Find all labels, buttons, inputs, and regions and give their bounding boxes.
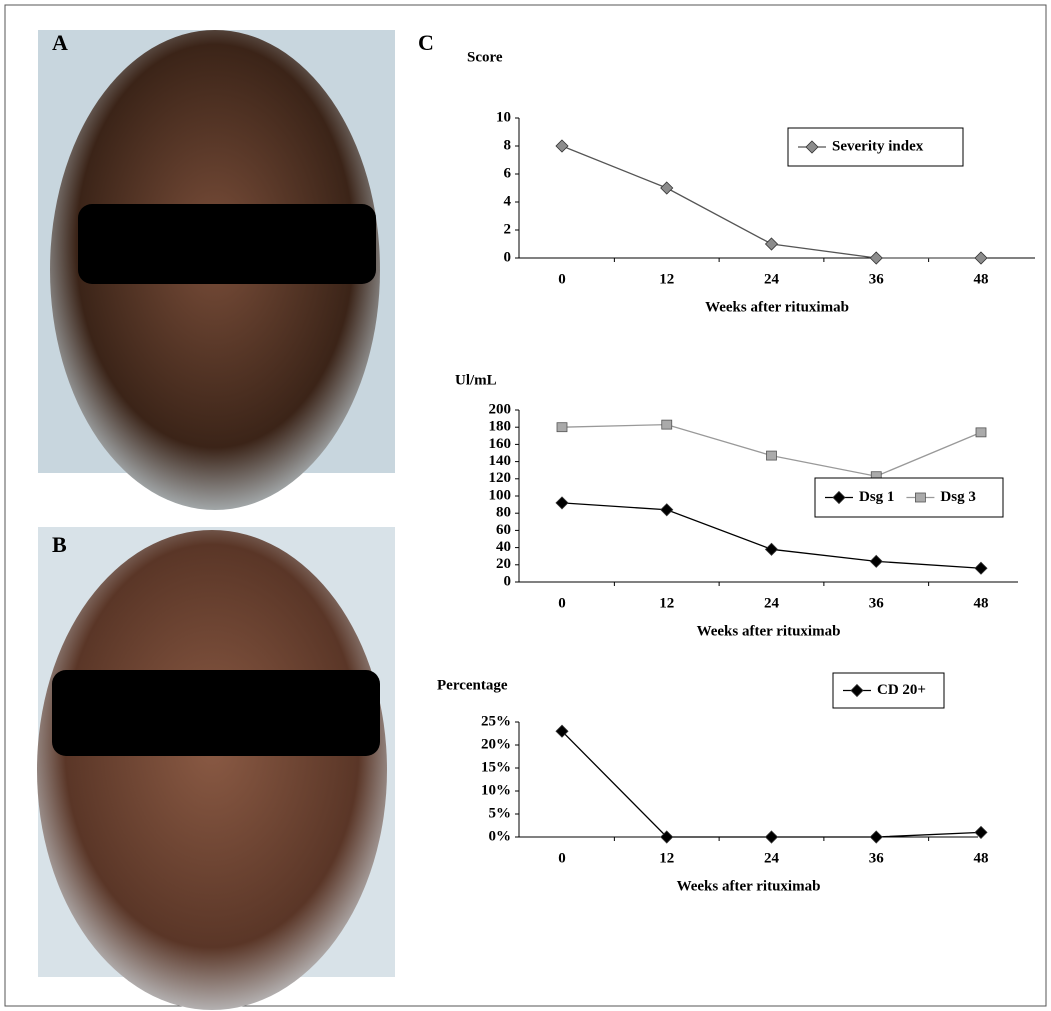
- y-tick-label: 0%: [489, 828, 512, 844]
- x-tick-label: 36: [869, 850, 885, 866]
- y-tick-label: 20: [496, 556, 511, 572]
- legend-label: Dsg 1: [859, 489, 894, 505]
- y-tick-label: 6: [504, 165, 512, 181]
- marker: [555, 496, 569, 510]
- marker: [832, 490, 846, 505]
- y-axis-label: Score: [467, 49, 503, 65]
- x-tick-label: 48: [974, 595, 989, 611]
- marker: [556, 422, 568, 433]
- legend-label: Severity index: [832, 138, 924, 154]
- legend-label: CD 20+: [877, 682, 926, 698]
- photo-a: [38, 30, 395, 510]
- legend-label: Dsg 3: [940, 489, 975, 505]
- x-tick-label: 12: [659, 271, 674, 287]
- marker: [660, 830, 674, 844]
- panel-label: A: [52, 30, 68, 55]
- marker: [869, 554, 883, 568]
- marker: [661, 419, 673, 430]
- y-tick-label: 20%: [481, 736, 511, 752]
- x-tick-label: 48: [974, 850, 989, 866]
- x-tick-label: 36: [869, 271, 885, 287]
- y-tick-label: 25%: [481, 713, 511, 729]
- y-tick-label: 5%: [489, 805, 512, 821]
- marker: [975, 427, 987, 438]
- x-tick-label: 24: [764, 850, 780, 866]
- marker: [660, 181, 674, 195]
- marker: [974, 561, 988, 575]
- y-axis-label: Percentage: [437, 677, 508, 693]
- marker: [764, 237, 779, 251]
- y-tick-label: 200: [489, 401, 512, 417]
- y-tick-label: 10%: [481, 782, 511, 798]
- x-axis-label: Weeks after rituximab: [677, 878, 821, 894]
- x-tick-label: 12: [659, 595, 674, 611]
- x-tick-label: 24: [764, 595, 780, 611]
- series-line: [561, 423, 982, 477]
- series-line: [561, 730, 982, 838]
- marker: [974, 825, 988, 839]
- y-tick-label: 60: [496, 522, 511, 538]
- marker: [555, 724, 569, 738]
- x-axis-label: Weeks after rituximab: [697, 623, 841, 639]
- y-tick-label: 0: [504, 249, 512, 265]
- x-tick-label: 0: [558, 850, 566, 866]
- marker: [764, 542, 779, 556]
- marker: [805, 140, 819, 154]
- marker: [974, 251, 988, 265]
- marker: [764, 830, 779, 844]
- marker: [660, 503, 674, 517]
- x-tick-label: 48: [974, 271, 989, 287]
- x-tick-label: 36: [869, 595, 885, 611]
- y-tick-label: 10: [496, 109, 511, 125]
- x-tick-label: 0: [558, 271, 566, 287]
- y-tick-label: 140: [489, 453, 512, 469]
- x-tick-label: 12: [659, 850, 674, 866]
- y-tick-label: 4: [504, 193, 512, 209]
- x-axis-label: Weeks after rituximab: [705, 299, 849, 315]
- panel-label: C: [418, 30, 434, 55]
- marker: [915, 492, 926, 503]
- marker: [555, 139, 569, 153]
- y-tick-label: 8: [504, 137, 512, 153]
- panel-label: B: [52, 532, 67, 557]
- y-tick-label: 160: [489, 436, 512, 452]
- y-tick-label: 0: [504, 573, 512, 589]
- marker: [766, 450, 777, 461]
- marker: [850, 683, 864, 698]
- y-tick-label: 120: [489, 470, 512, 486]
- x-tick-label: 0: [558, 595, 566, 611]
- y-axis-label: Ul/mL: [455, 372, 497, 388]
- y-tick-label: 80: [496, 505, 511, 521]
- marker: [869, 251, 883, 265]
- marker: [869, 830, 883, 844]
- figure-frame: [4, 4, 1047, 1007]
- y-tick-label: 2: [504, 221, 512, 237]
- x-tick-label: 24: [764, 271, 780, 287]
- y-tick-label: 100: [489, 487, 512, 503]
- y-tick-label: 180: [489, 419, 512, 435]
- photo-b: [37, 527, 395, 1010]
- y-tick-label: 15%: [481, 759, 511, 775]
- y-tick-label: 40: [496, 539, 511, 555]
